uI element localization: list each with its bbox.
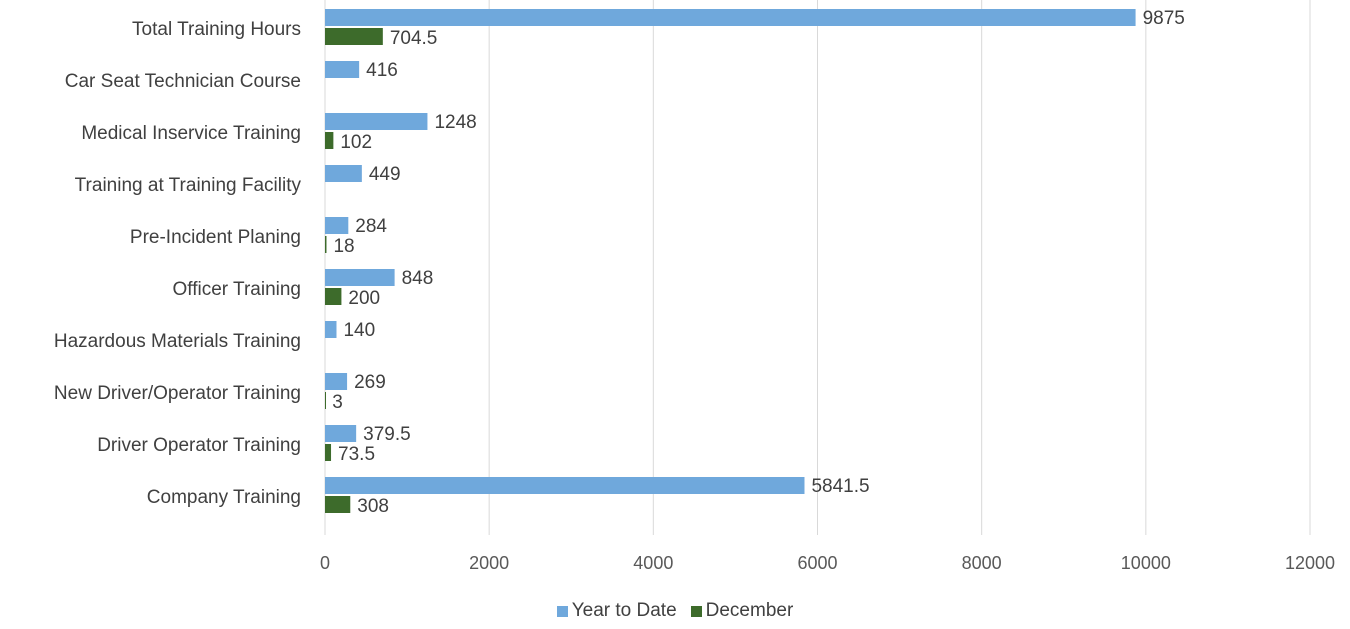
bar-december: [325, 288, 342, 305]
bar-year-to-date: [325, 113, 428, 130]
data-label-december: 308: [357, 496, 389, 517]
legend-item-december: December: [690, 600, 794, 622]
x-tick-label: 0: [320, 553, 330, 573]
x-tick-label: 4000: [633, 553, 673, 573]
bar-december: [325, 132, 334, 149]
data-label-december: 73.5: [338, 444, 375, 465]
legend-item-year-to-date: Year to Date: [556, 600, 677, 622]
data-label-december: 704.5: [390, 28, 438, 49]
category-label: Medical Inservice Training: [81, 123, 301, 144]
bar-year-to-date: [325, 61, 360, 78]
data-label-year-to-date: 269: [354, 372, 386, 393]
legend-label-december: December: [705, 600, 794, 621]
bar-december: [325, 236, 327, 253]
legend-swatch-year-to-date: [556, 605, 568, 617]
category-label: Company Training: [147, 487, 301, 508]
category-label: Pre-Incident Planing: [130, 227, 301, 248]
legend-swatch-december: [690, 605, 702, 617]
category-label: Total Training Hours: [132, 19, 301, 40]
x-tick-label: 8000: [962, 553, 1002, 573]
bar-year-to-date: [325, 321, 337, 338]
bar-year-to-date: [325, 9, 1136, 26]
legend-label-year-to-date: Year to Date: [571, 600, 677, 621]
bar-december: [325, 28, 383, 45]
bar-december: [325, 496, 351, 513]
data-label-year-to-date: 5841.5: [811, 476, 869, 497]
category-label: Car Seat Technician Course: [65, 71, 301, 92]
bar-year-to-date: [325, 165, 362, 182]
data-label-december: 200: [348, 288, 380, 309]
bar-year-to-date: [325, 217, 349, 234]
x-tick-label: 6000: [797, 553, 837, 573]
data-label-year-to-date: 379.5: [363, 424, 411, 445]
category-label: Driver Operator Training: [97, 435, 301, 456]
data-label-december: 3: [332, 392, 343, 413]
category-label: Officer Training: [173, 279, 301, 300]
x-tick-label: 12000: [1285, 553, 1335, 573]
data-label-year-to-date: 140: [343, 320, 375, 341]
data-label-year-to-date: 284: [355, 216, 387, 237]
category-label: Hazardous Materials Training: [54, 331, 301, 352]
bar-year-to-date: [325, 269, 395, 286]
data-label-year-to-date: 449: [369, 164, 401, 185]
data-label-december: 18: [333, 236, 354, 257]
data-label-year-to-date: 1248: [434, 112, 476, 133]
bar-year-to-date: [325, 477, 805, 494]
x-tick-label: 2000: [469, 553, 509, 573]
category-label: New Driver/Operator Training: [54, 383, 301, 404]
x-tick-label: 10000: [1121, 553, 1171, 573]
bar-chart: 0 2000 4000 6000 8000 10000 12000 Total Trainin…: [54, 0, 1335, 573]
legend: Year to Date December: [0, 600, 1350, 622]
data-label-year-to-date: 9875: [1143, 8, 1185, 29]
category-label: Training at Training Facility: [75, 175, 302, 196]
bar-december: [325, 444, 332, 461]
data-label-year-to-date: 416: [366, 60, 398, 81]
bar-year-to-date: [325, 425, 357, 442]
bar-year-to-date: [325, 373, 348, 390]
bar-december: [325, 392, 326, 409]
data-label-december: 102: [340, 132, 372, 153]
data-label-year-to-date: 848: [402, 268, 434, 289]
